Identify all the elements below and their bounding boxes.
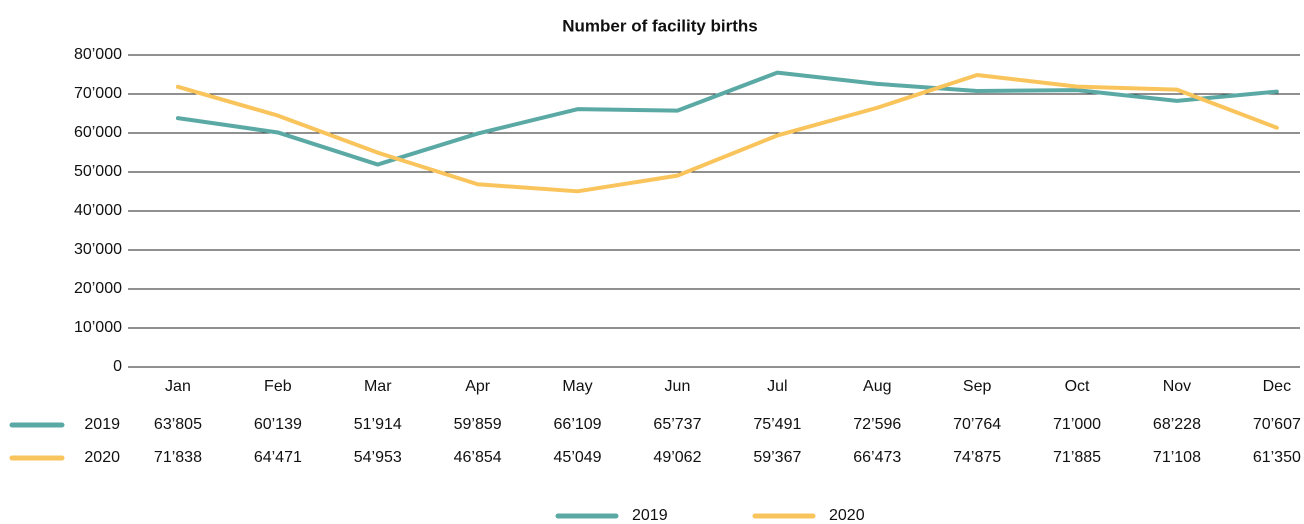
- x-tick-label: Oct: [1065, 378, 1090, 395]
- value-label: 65’737: [653, 416, 701, 433]
- value-label: 75’491: [753, 416, 801, 433]
- value-label: 71’885: [1053, 449, 1101, 466]
- x-tick-label: Jan: [165, 378, 191, 395]
- y-tick-label: 80’000: [74, 46, 122, 63]
- value-label: 70’607: [1253, 416, 1301, 433]
- x-tick-label: Mar: [364, 378, 392, 395]
- y-tick-label: 0: [113, 358, 122, 375]
- value-label: 49’062: [653, 449, 701, 466]
- series-line: [175, 70, 1279, 167]
- series-line: [175, 72, 1279, 194]
- legend-label: 2019: [632, 507, 668, 524]
- chart-title: Number of facility births: [562, 16, 758, 35]
- x-tick-label: Jul: [767, 378, 787, 395]
- x-tick-label: Aug: [863, 378, 891, 395]
- value-label: 63’805: [154, 416, 202, 433]
- x-tick-label: Feb: [264, 378, 292, 395]
- x-tick-label: May: [562, 378, 592, 395]
- y-tick-label: 40’000: [74, 202, 122, 219]
- value-label: 59’859: [454, 416, 502, 433]
- value-label: 71’838: [154, 449, 202, 466]
- y-tick-label: 70’000: [74, 85, 122, 102]
- x-tick-label: Jun: [665, 378, 691, 395]
- value-label: 51’914: [354, 416, 402, 433]
- x-tick-label: Apr: [465, 378, 491, 395]
- x-tick-label: Nov: [1163, 378, 1191, 395]
- value-label: 66’109: [554, 416, 602, 433]
- y-tick-label: 60’000: [74, 124, 122, 141]
- x-tick-label: Dec: [1263, 378, 1291, 395]
- value-label: 64’471: [254, 449, 302, 466]
- y-tick-label: 30’000: [74, 241, 122, 258]
- y-tick-label: 20’000: [74, 280, 122, 297]
- value-label: 59’367: [753, 449, 801, 466]
- value-label: 68’228: [1153, 416, 1201, 433]
- value-label: 71’000: [1053, 416, 1101, 433]
- value-label: 71’108: [1153, 449, 1201, 466]
- legend-label: 2020: [829, 507, 865, 524]
- y-tick-label: 50’000: [74, 163, 122, 180]
- value-label: 66’473: [853, 449, 901, 466]
- x-tick-label: Sep: [963, 378, 992, 395]
- value-label: 72’596: [853, 416, 901, 433]
- table-series-name: 2019: [84, 416, 120, 433]
- value-label: 70’764: [953, 416, 1001, 433]
- value-label: 74’875: [953, 449, 1001, 466]
- value-label: 46’854: [454, 449, 502, 466]
- y-tick-label: 10’000: [74, 319, 122, 336]
- value-label: 60’139: [254, 416, 302, 433]
- value-label: 45’049: [554, 449, 602, 466]
- value-label: 61’350: [1253, 449, 1301, 466]
- table-series-name: 2020: [84, 449, 120, 466]
- value-label: 54’953: [354, 449, 402, 466]
